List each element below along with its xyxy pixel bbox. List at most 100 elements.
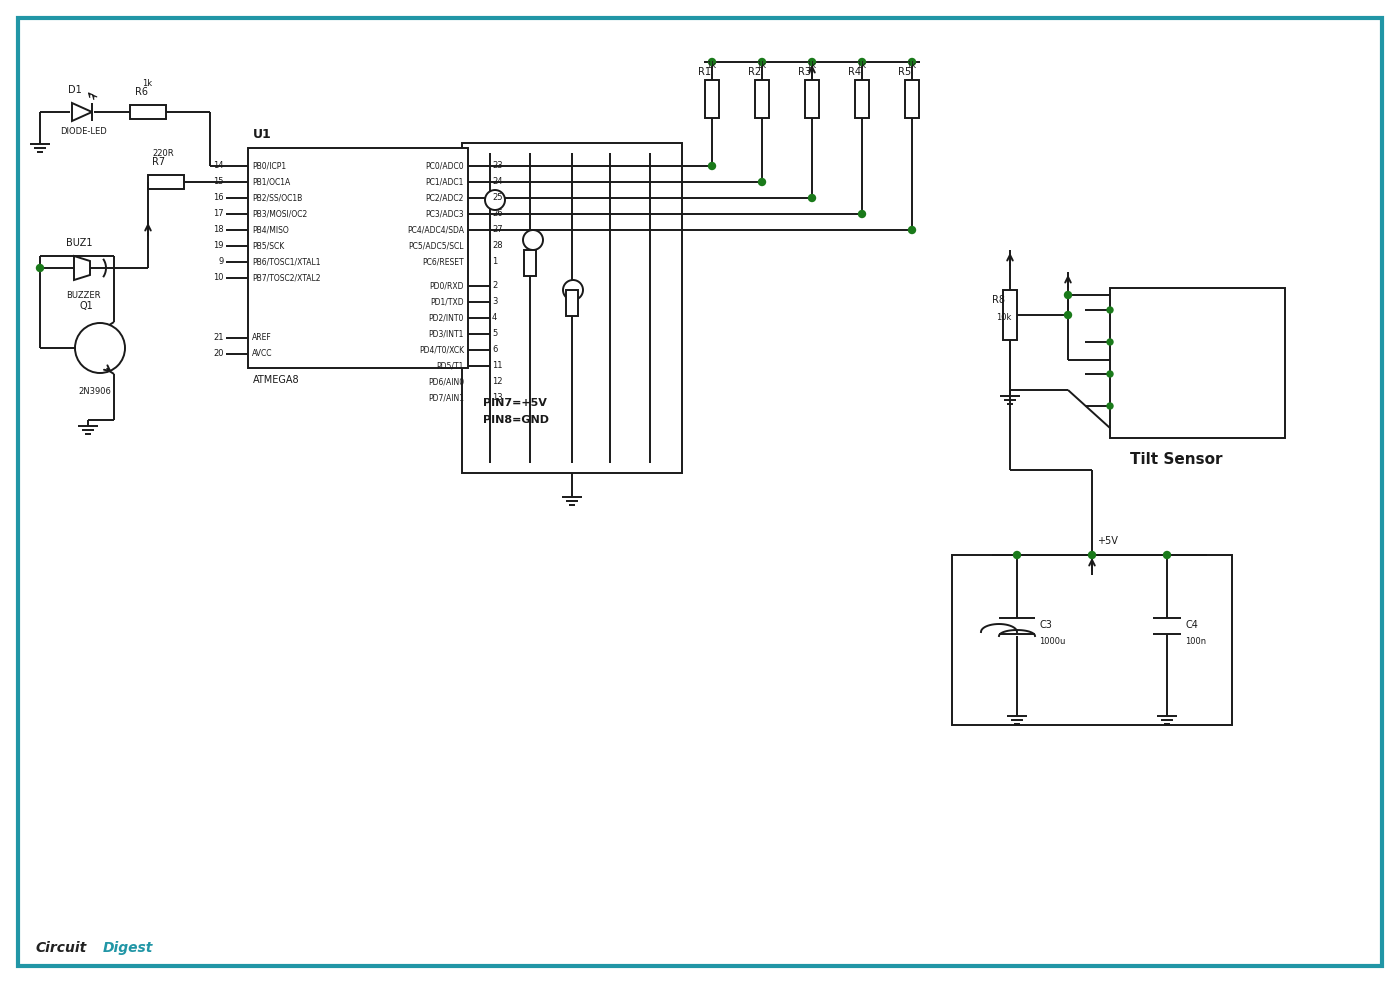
- Circle shape: [759, 58, 766, 66]
- Text: 2: 2: [491, 281, 497, 290]
- Text: U1: U1: [253, 128, 272, 141]
- Text: 14: 14: [213, 161, 224, 170]
- Text: PC0/ADC0: PC0/ADC0: [426, 161, 463, 170]
- Circle shape: [1089, 551, 1095, 559]
- Text: 24: 24: [491, 177, 503, 187]
- Bar: [462, 143, 682, 473]
- Circle shape: [76, 323, 125, 373]
- Text: 21: 21: [213, 334, 224, 342]
- Text: PIN8=GND: PIN8=GND: [483, 415, 549, 425]
- Bar: [805, 80, 819, 118]
- Text: PB1/OC1A: PB1/OC1A: [252, 177, 290, 187]
- Text: R8: R8: [993, 295, 1005, 305]
- Bar: [566, 290, 578, 316]
- Circle shape: [708, 162, 715, 169]
- Text: 17: 17: [213, 210, 224, 218]
- Text: C4: C4: [1184, 620, 1198, 630]
- Text: PD6/AIN0: PD6/AIN0: [428, 378, 463, 387]
- Text: 23: 23: [491, 161, 503, 170]
- Circle shape: [1107, 339, 1113, 345]
- Text: PB5/SCK: PB5/SCK: [252, 241, 284, 251]
- Bar: [148, 175, 183, 189]
- Text: 25: 25: [491, 194, 503, 203]
- Text: PD7/AIN1: PD7/AIN1: [428, 394, 463, 402]
- Bar: [1002, 290, 1016, 340]
- Text: 1k: 1k: [906, 60, 916, 70]
- Text: R1: R1: [699, 67, 711, 77]
- Circle shape: [36, 265, 43, 272]
- Text: PC5/ADC5/SCL: PC5/ADC5/SCL: [409, 241, 463, 251]
- Circle shape: [1107, 307, 1113, 313]
- Text: PB0/ICP1: PB0/ICP1: [252, 161, 286, 170]
- Text: PB2/SS/OC1B: PB2/SS/OC1B: [252, 194, 302, 203]
- Bar: [248, 148, 468, 368]
- Text: 2N3906: 2N3906: [78, 388, 111, 397]
- Text: DIODE-LED: DIODE-LED: [60, 128, 106, 137]
- Text: 16: 16: [213, 194, 224, 203]
- Circle shape: [524, 230, 543, 250]
- Text: 28: 28: [491, 241, 503, 251]
- Text: ATMEGA8: ATMEGA8: [253, 375, 300, 385]
- Bar: [524, 250, 536, 276]
- Text: 20: 20: [213, 349, 224, 358]
- Text: PD2/INT0: PD2/INT0: [428, 314, 463, 323]
- Text: PB6/TOSC1/XTAL1: PB6/TOSC1/XTAL1: [252, 258, 321, 267]
- Text: Digest: Digest: [104, 941, 154, 955]
- Text: 18: 18: [213, 225, 224, 234]
- Text: Circuit: Circuit: [36, 941, 87, 955]
- Text: Tilt Sensor: Tilt Sensor: [1130, 453, 1222, 467]
- Polygon shape: [74, 256, 90, 280]
- Text: PB3/MOSI/OC2: PB3/MOSI/OC2: [252, 210, 307, 218]
- Text: R5: R5: [897, 67, 911, 77]
- Text: PC4/ADC4/SDA: PC4/ADC4/SDA: [407, 225, 463, 234]
- Text: 100n: 100n: [1184, 638, 1207, 646]
- Circle shape: [809, 195, 815, 202]
- Circle shape: [1107, 371, 1113, 377]
- Text: 1k: 1k: [855, 60, 867, 70]
- Circle shape: [809, 58, 815, 66]
- Text: 1000u: 1000u: [1039, 638, 1065, 646]
- Text: 10: 10: [213, 274, 224, 282]
- Text: PB4/MISO: PB4/MISO: [252, 225, 288, 234]
- Circle shape: [858, 211, 865, 217]
- Text: PD3/INT1: PD3/INT1: [428, 330, 463, 338]
- Text: PD5/T1: PD5/T1: [437, 361, 463, 371]
- Text: C3: C3: [1039, 620, 1051, 630]
- Circle shape: [759, 178, 766, 186]
- Text: PD0/RXD: PD0/RXD: [430, 281, 463, 290]
- Text: 19: 19: [213, 241, 224, 251]
- Text: 9: 9: [218, 258, 224, 267]
- Text: 1: 1: [491, 258, 497, 267]
- Bar: [855, 80, 869, 118]
- Bar: [130, 105, 167, 119]
- Text: 5: 5: [491, 330, 497, 338]
- Text: 3: 3: [491, 297, 497, 306]
- Circle shape: [909, 58, 916, 66]
- Text: BUZZER: BUZZER: [66, 291, 101, 300]
- Circle shape: [858, 58, 865, 66]
- Text: 13: 13: [491, 394, 503, 402]
- Text: PD1/TXD: PD1/TXD: [430, 297, 463, 306]
- Text: PIN7=+5V: PIN7=+5V: [483, 398, 547, 408]
- Bar: [904, 80, 918, 118]
- Circle shape: [484, 190, 505, 210]
- Text: D1: D1: [69, 85, 81, 95]
- Text: 10k: 10k: [995, 314, 1011, 323]
- Text: PD4/T0/XCK: PD4/T0/XCK: [419, 345, 463, 354]
- Text: 1k: 1k: [756, 60, 766, 70]
- Text: 26: 26: [491, 210, 503, 218]
- Text: R4: R4: [848, 67, 861, 77]
- Circle shape: [1107, 403, 1113, 409]
- Text: R3: R3: [798, 67, 811, 77]
- Text: 11: 11: [491, 361, 503, 371]
- Bar: [706, 80, 720, 118]
- Circle shape: [1163, 551, 1170, 559]
- Circle shape: [563, 280, 582, 300]
- Circle shape: [708, 58, 715, 66]
- Text: PC3/ADC3: PC3/ADC3: [426, 210, 463, 218]
- Circle shape: [1014, 551, 1021, 559]
- Text: 1k: 1k: [141, 80, 153, 89]
- Bar: [952, 555, 1232, 725]
- Text: AREF: AREF: [252, 334, 272, 342]
- Text: 12: 12: [491, 378, 503, 387]
